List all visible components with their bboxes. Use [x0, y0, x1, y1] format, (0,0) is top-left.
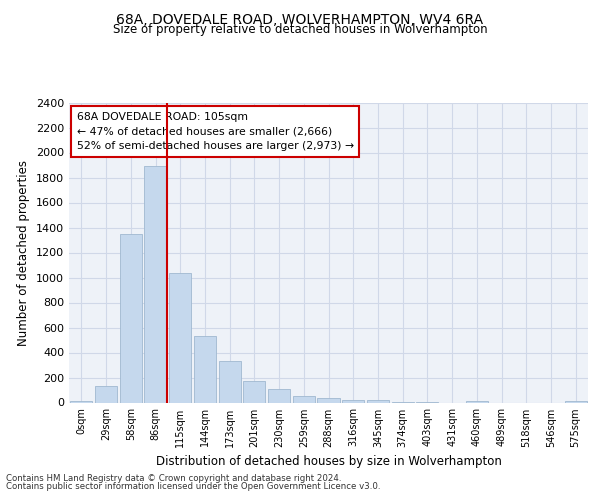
- Bar: [95, 386, 117, 402]
- Bar: [169, 272, 191, 402]
- Bar: [268, 389, 290, 402]
- Bar: [317, 398, 340, 402]
- Bar: [565, 400, 587, 402]
- Y-axis label: Number of detached properties: Number of detached properties: [17, 160, 31, 346]
- Bar: [145, 166, 167, 402]
- Text: 68A, DOVEDALE ROAD, WOLVERHAMPTON, WV4 6RA: 68A, DOVEDALE ROAD, WOLVERHAMPTON, WV4 6…: [116, 12, 484, 26]
- Bar: [70, 400, 92, 402]
- Text: Contains public sector information licensed under the Open Government Licence v3: Contains public sector information licen…: [6, 482, 380, 491]
- Bar: [243, 381, 265, 402]
- Bar: [119, 234, 142, 402]
- Bar: [367, 400, 389, 402]
- Text: Contains HM Land Registry data © Crown copyright and database right 2024.: Contains HM Land Registry data © Crown c…: [6, 474, 341, 483]
- Bar: [342, 400, 364, 402]
- Text: Size of property relative to detached houses in Wolverhampton: Size of property relative to detached ho…: [113, 22, 487, 36]
- Bar: [218, 361, 241, 403]
- Bar: [466, 400, 488, 402]
- Bar: [194, 336, 216, 402]
- X-axis label: Distribution of detached houses by size in Wolverhampton: Distribution of detached houses by size …: [155, 455, 502, 468]
- Text: 68A DOVEDALE ROAD: 105sqm
← 47% of detached houses are smaller (2,666)
52% of se: 68A DOVEDALE ROAD: 105sqm ← 47% of detac…: [77, 112, 354, 151]
- Bar: [293, 396, 315, 402]
